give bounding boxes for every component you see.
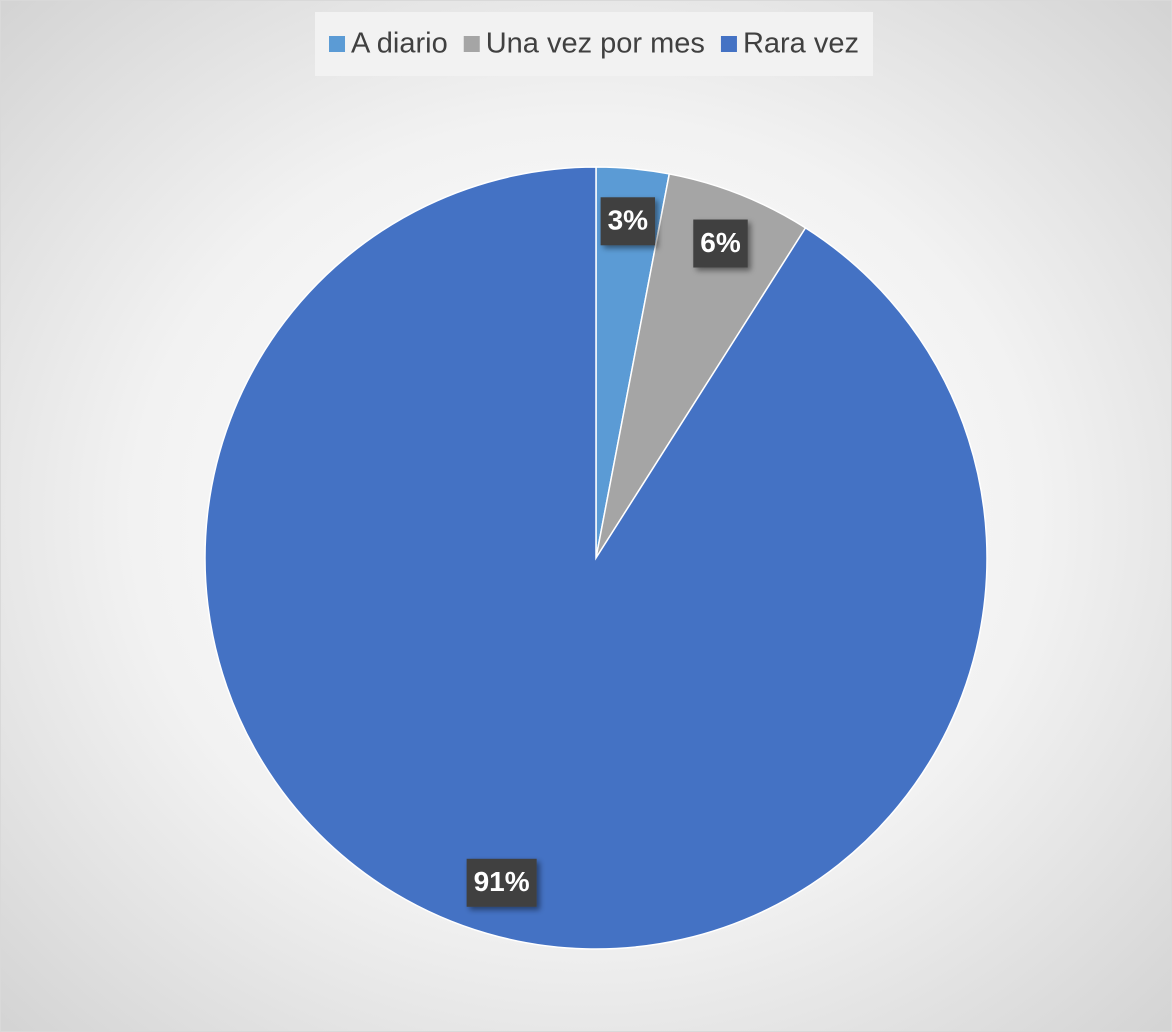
data-label-box bbox=[693, 219, 748, 268]
data-label: 3% bbox=[600, 197, 656, 246]
pie bbox=[204, 166, 988, 950]
data-labels: 3% 6% 91% bbox=[466, 197, 748, 907]
pie-slice bbox=[595, 173, 807, 559]
legend-marker bbox=[329, 36, 346, 52]
data-label-text: 6% bbox=[700, 227, 741, 258]
legend-marker bbox=[463, 36, 480, 52]
legend-marker bbox=[720, 36, 737, 52]
data-label-text: 91% bbox=[474, 866, 530, 897]
legend-label: Rara vez bbox=[743, 28, 859, 60]
legend-label: A diario bbox=[351, 28, 448, 60]
data-label: 6% bbox=[693, 219, 748, 268]
data-label: 91% bbox=[466, 858, 537, 907]
data-label-text: 3% bbox=[608, 205, 649, 236]
pie-slice bbox=[204, 166, 988, 950]
data-label-box bbox=[600, 197, 656, 246]
data-label-box bbox=[466, 858, 537, 907]
legend-background bbox=[315, 12, 873, 76]
legend: A diario Una vez por mes Rara vez bbox=[315, 12, 873, 76]
legend-label: Una vez por mes bbox=[486, 28, 705, 60]
